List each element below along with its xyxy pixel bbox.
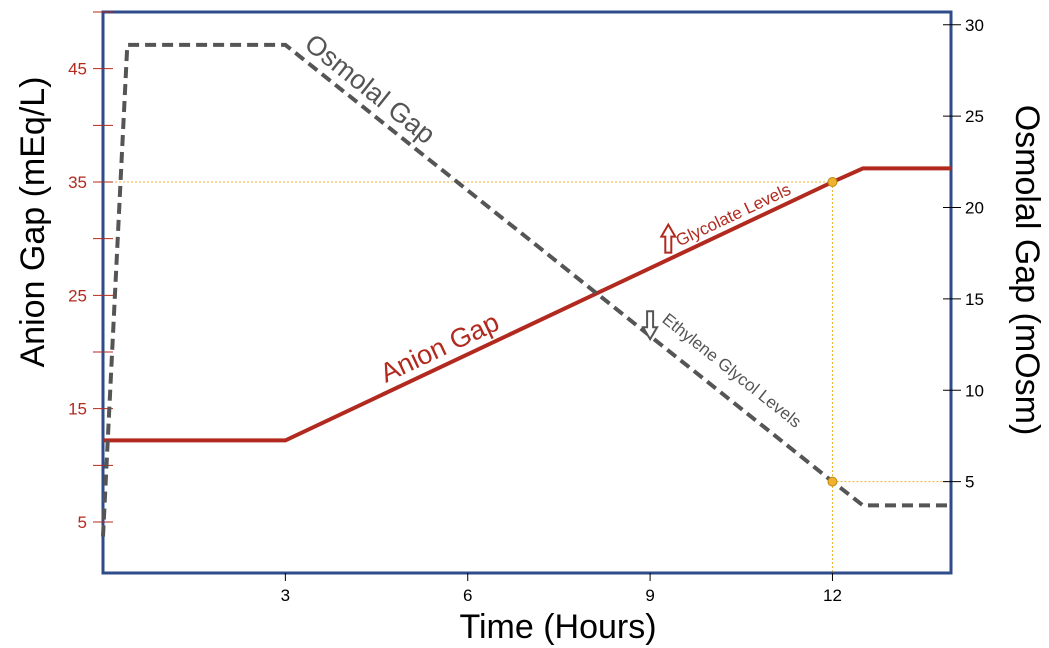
- plot-frame-border: [103, 12, 951, 573]
- series-label-osmolal-gap: Osmolal Gap: [299, 28, 441, 150]
- y-right-tick-label: 25: [965, 107, 984, 126]
- y-left-tick-label: 25: [68, 286, 87, 305]
- y-right-tick-label: 5: [965, 473, 974, 492]
- ethylene-glycol-annotation: Ethylene Glycol Levels: [643, 309, 805, 431]
- y-left-axis-title: Anion Gap (mEq/L): [14, 76, 52, 367]
- marker-point: [828, 477, 837, 486]
- y-right-tick-label: 15: [965, 290, 984, 309]
- series-line-1: [103, 45, 951, 537]
- y-right-tick-label: 10: [965, 381, 984, 400]
- plot-frame: [103, 12, 951, 573]
- arrow-up-icon: [661, 225, 675, 253]
- x-tick-label: 6: [463, 586, 472, 605]
- series-lines: [103, 45, 951, 537]
- glycolate-annotation: Glycolate Levels: [661, 180, 793, 253]
- x-tick-label: 3: [281, 586, 290, 605]
- y-right-axis-title: Osmolal Gap (mOsm): [1008, 105, 1046, 436]
- arrow-down-icon: [643, 311, 657, 339]
- y-left-tick-label: 15: [68, 400, 87, 419]
- series-line-0: [103, 168, 951, 440]
- annotation-label: Glycolate Levels: [673, 180, 794, 250]
- axis-ticks: 5 15 25 35 45 5 10 15 20 25 30 3 6 9 12: [68, 12, 984, 605]
- y-right-tick-label: 30: [965, 16, 984, 35]
- x-tick-label: 9: [645, 586, 654, 605]
- reference-guides: [103, 182, 951, 573]
- marker-point: [828, 178, 837, 187]
- x-tick-label: 12: [823, 586, 842, 605]
- y-right-tick-label: 20: [965, 199, 984, 218]
- annotation-label: Ethylene Glycol Levels: [659, 309, 805, 431]
- y-left-tick-label: 5: [78, 513, 87, 532]
- y-left-tick-label: 45: [68, 60, 87, 79]
- y-left-tick-label: 35: [68, 173, 87, 192]
- x-axis-title: Time (Hours): [459, 608, 656, 646]
